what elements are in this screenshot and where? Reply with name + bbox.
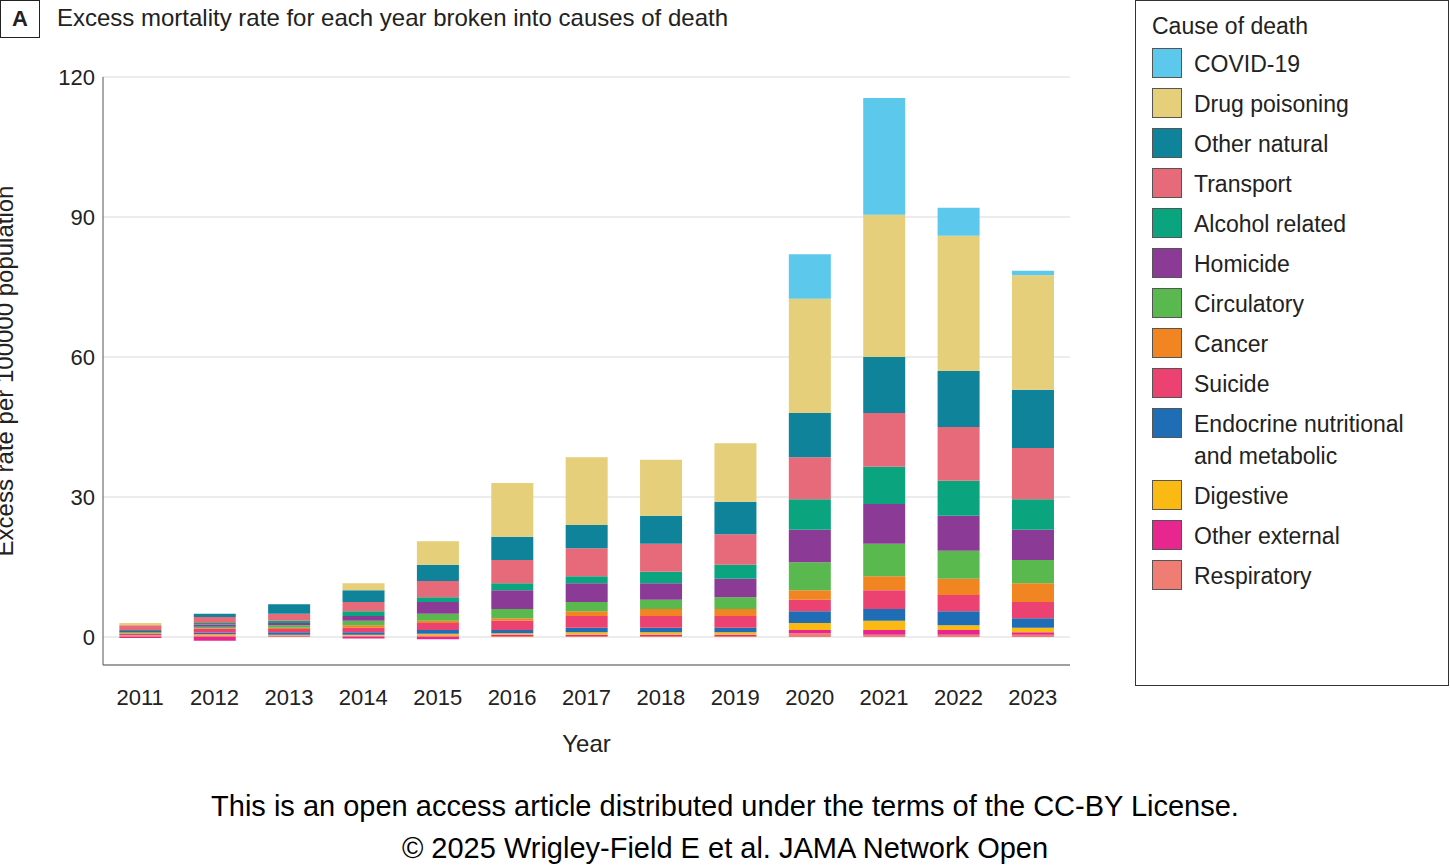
html-text:Cause of death: Cause of death [1152,13,1308,39]
svg-text:2013: 2013 [264,685,313,710]
svg-text:2012: 2012 [190,685,239,710]
svg-text:2021: 2021 [860,685,909,710]
html-text:Other external: Other external [1194,523,1340,549]
html-text:© 2025 Wrigley-Field E et al.: © 2025 Wrigley-Field E et al. JAMA Netwo… [401,832,1049,864]
svg-text:90: 90 [71,205,95,230]
html-text:Respiratory: Respiratory [1194,563,1312,589]
svg-text:60: 60 [71,345,95,370]
html-text:Other natural: Other natural [1194,131,1329,157]
html-text:This is an open access article: This is an open access article distribut… [211,790,1239,822]
html-text:Transport: Transport [1194,171,1292,197]
svg-text:2017: 2017 [562,685,611,710]
html-text:Alcohol related: Alcohol related [1194,211,1347,237]
html-text:Homicide: Homicide [1194,251,1290,277]
html-text:Suicide: Suicide [1194,371,1270,397]
svg-text:2011: 2011 [117,685,164,710]
svg-text:30: 30 [71,485,95,510]
html-text:Drug poisoning: Drug poisoning [1194,91,1349,117]
svg-text:2022: 2022 [934,685,983,710]
html-text:A: A [12,6,28,31]
html-text:COVID-19: COVID-19 [1194,51,1301,77]
svg-text:Excess rate per 100000 populat: Excess rate per 100000 population [8,186,18,557]
svg-text:2023: 2023 [1008,685,1057,710]
html-text:Digestive: Digestive [1194,483,1289,509]
svg-text:0: 0 [83,625,95,650]
svg-text:2016: 2016 [488,685,537,710]
svg-text:2014: 2014 [339,685,388,710]
svg-text:2015: 2015 [413,685,462,710]
svg-text:Year: Year [562,730,611,757]
html-text:Circulatory: Circulatory [1194,291,1304,317]
svg-text:120: 120 [58,65,95,90]
html-text:Cancer: Cancer [1194,331,1269,357]
svg-text:2018: 2018 [636,685,685,710]
html-text:Endocrine nutritional and meta: Endocrine nutritional and metabolic [1194,411,1404,469]
html-text:Excess mortality rate for each: Excess mortality rate for each year brok… [57,4,728,31]
svg-text:2019: 2019 [711,685,760,710]
svg-text:2020: 2020 [785,685,834,710]
